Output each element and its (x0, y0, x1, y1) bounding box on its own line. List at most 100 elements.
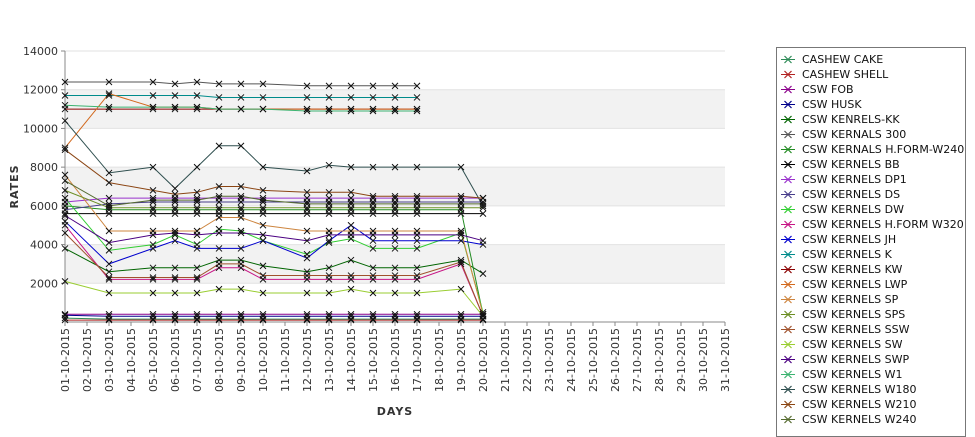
series-line-csw-kernels-h-form-w320 (64, 224, 484, 317)
data-point-csw-kernels-h-form-w320 (457, 260, 465, 268)
data-point-csw-kernels-w180 (259, 163, 267, 171)
data-point-csw-kernels-jh (237, 245, 245, 252)
data-point-csw-kernels-ds (259, 198, 267, 206)
legend-label: CASHEW SHELL (802, 68, 889, 81)
legend-marker (781, 325, 795, 334)
data-point-csw-kernals-300 (149, 78, 157, 86)
legend-marker (781, 400, 795, 409)
data-point-csw-kernels-sw (457, 285, 465, 293)
data-point-csw-fob (193, 310, 201, 318)
data-point-csw-kernels-swp (259, 231, 267, 239)
x-tick-label: 23-10-2015 (543, 328, 556, 392)
data-point-csw-kernels-w240 (61, 177, 69, 185)
x-tick-label: 24-10-2015 (565, 328, 578, 392)
data-point-csw-kernels-jh (347, 221, 355, 229)
series-line-csw-kernels-w210 (64, 149, 484, 199)
series-line-csw-kernels-w180 (64, 120, 484, 207)
data-point-cashew-cake (325, 315, 333, 323)
legend-label: CSW KERNELS BB (802, 158, 900, 171)
data-point-csw-kernels-bb (193, 210, 201, 217)
data-point-csw-kernels-sw (149, 289, 157, 297)
y-tick-label: 6000 (30, 200, 58, 213)
data-point-csw-kernels-k (105, 92, 113, 99)
legend-item-csw-kernels-w180: CSW KERNELS W180 (777, 382, 965, 397)
data-point-csw-kernels-k (193, 92, 201, 99)
data-point-csw-kernals-300 (215, 80, 223, 88)
legend-label: CSW KERNELS SWP (802, 353, 910, 366)
legend-marker (781, 340, 795, 349)
x-tick-label: 01-10-2015 (59, 328, 72, 392)
legend-label: CSW HUSK (802, 98, 862, 111)
data-point-csw-kernels-w210 (171, 190, 179, 198)
data-point-csw-kernels-bb (413, 210, 421, 217)
data-point-csw-kernels-w1 (171, 103, 179, 111)
legend-item-cashew-cake: CASHEW CAKE (777, 52, 965, 67)
data-point-csw-kernels-ssw (259, 272, 267, 279)
data-point-csw-kernels-jh (325, 237, 333, 245)
data-point-csw-kernels-w210 (413, 192, 421, 200)
series-line-csw-kernels-jh (64, 220, 484, 265)
data-point-csw-kernels-swp (347, 231, 355, 239)
legend-item-csw-kernels-w210: CSW KERNELS W210 (777, 397, 965, 412)
data-point-csw-kernels-dp1 (105, 194, 113, 202)
data-point-csw-kernels-bb (149, 210, 157, 217)
legend-marker (781, 85, 795, 94)
data-point-csw-kernels-swp (457, 231, 465, 239)
data-point-csw-kernels-h-form-w320 (149, 276, 157, 283)
legend-label: CSW KERNALS 300 (802, 128, 907, 141)
data-point-csw-kenrels-kk (61, 245, 69, 252)
data-point-csw-kernels-h-form-w320 (193, 276, 201, 283)
data-point-csw-kernels-ssw (347, 272, 355, 279)
data-point-csw-kernels-w210 (61, 146, 69, 154)
series-line-csw-kernals-h-form-w240 (64, 205, 484, 315)
data-point-csw-kernels-swp (61, 212, 69, 219)
data-point-csw-kernels-dw (413, 245, 421, 252)
data-point-csw-kernals-300 (369, 82, 377, 90)
data-point-csw-kenrels-kk (347, 256, 355, 264)
data-point-csw-husk (193, 312, 201, 320)
data-point-csw-kernals-300 (61, 78, 69, 86)
legend-item-csw-kernels-sw: CSW KERNELS SW (777, 337, 965, 352)
data-point-csw-kernels-ssw (457, 258, 465, 266)
data-point-csw-kernels-sp (479, 310, 487, 318)
series-line-csw-kernels-swp (64, 215, 484, 244)
data-point-csw-kernels-sw (61, 277, 69, 285)
x-axis-title: DAYS (377, 405, 413, 418)
data-point-csw-kernals-300 (413, 82, 421, 90)
data-point-csw-kernels-sp (215, 214, 223, 221)
data-point-csw-kernels-ds (215, 198, 223, 206)
legend-label: CSW KERNELS DW (802, 203, 904, 216)
data-point-csw-kernels-bb (325, 210, 333, 217)
data-point-csw-kenrels-kk (193, 264, 201, 272)
data-point-csw-kernels-w240 (369, 200, 377, 208)
data-point-csw-kernels-ds (237, 198, 245, 206)
data-point-csw-kernels-jh (413, 237, 421, 245)
legend-item-csw-kernels-jh: CSW KERNELS JH (777, 232, 965, 247)
legend-marker (781, 355, 795, 364)
series-line-csw-kernels-sw (64, 280, 484, 317)
data-point-csw-kernels-sw (237, 285, 245, 293)
data-point-csw-kernels-dw (325, 239, 333, 246)
data-point-csw-kernels-ssw (105, 274, 113, 281)
series-line-cashew-cake (64, 317, 483, 320)
data-point-csw-kernels-bb (171, 210, 179, 217)
x-tick-label: 17-10-2015 (411, 328, 424, 392)
data-point-csw-kernels-w180 (391, 163, 399, 171)
x-tick-label: 09-10-2015 (235, 328, 248, 392)
data-point-csw-kernels-w180 (149, 163, 157, 171)
series-line-csw-kernels-sp (64, 174, 484, 315)
data-point-csw-kernels-w210 (105, 179, 113, 186)
data-point-csw-kernels-k (303, 94, 311, 101)
data-point-csw-kernels-bb (259, 210, 267, 217)
data-point-csw-kernels-w240 (237, 192, 245, 200)
data-point-csw-kernels-bb (391, 210, 399, 217)
data-point-csw-kernels-k (325, 94, 333, 101)
legend-label: CSW FOB (802, 83, 854, 96)
data-point-csw-kernels-kw (171, 105, 179, 113)
y-tick-label: 12000 (23, 84, 58, 97)
legend-label: CSW KERNELS SP (802, 293, 899, 306)
data-point-csw-kenrels-kk (369, 264, 377, 272)
data-point-csw-husk (237, 312, 245, 320)
data-point-csw-kernals-300 (193, 78, 201, 86)
series-line-csw-kernels-dw (64, 197, 484, 313)
